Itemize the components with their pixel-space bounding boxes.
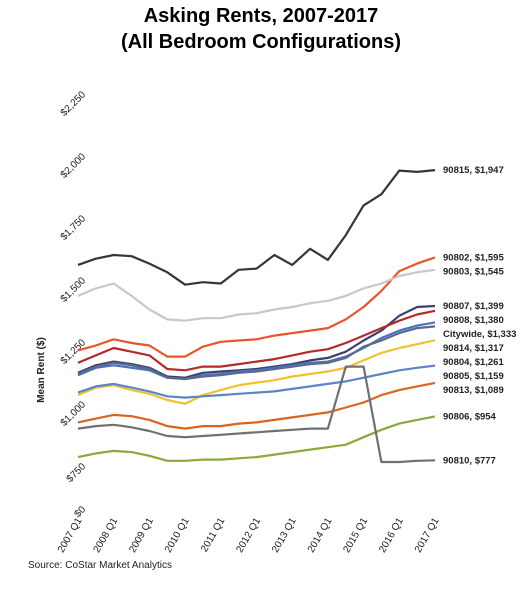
end-label: 90810, $777 xyxy=(443,455,496,466)
y-tick-label: $2,250 xyxy=(59,89,89,119)
y-tick-label: $1,000 xyxy=(59,399,89,429)
x-tick-label: 2008 Q1 xyxy=(92,516,121,555)
x-tick-label: 2012 Q1 xyxy=(234,516,263,555)
series-line xyxy=(77,364,436,399)
end-label: 90814, $1,317 xyxy=(443,343,504,354)
y-axis-label: Mean Rent ($) xyxy=(36,337,47,403)
series-line xyxy=(77,256,436,358)
y-tick-label: $1,500 xyxy=(59,275,89,305)
series-line xyxy=(77,381,436,430)
source-note: Source: CoStar Market Analytics xyxy=(28,560,172,571)
end-label: 90804, $1,261 xyxy=(443,357,504,368)
series-line xyxy=(77,304,436,379)
x-tick-label: 2014 Q1 xyxy=(306,516,335,555)
x-tick-label: 2010 Q1 xyxy=(163,516,192,555)
x-tick-label: 2015 Q1 xyxy=(341,516,370,555)
x-tick-label: 2013 Q1 xyxy=(270,516,299,555)
end-label: Citywide, $1,333 xyxy=(443,329,516,340)
end-label: 90806, $954 xyxy=(443,411,497,422)
series-line xyxy=(77,169,436,286)
series-line xyxy=(77,325,436,381)
x-tick-label: 2011 Q1 xyxy=(199,516,228,554)
y-tick-label: $1,250 xyxy=(59,337,89,367)
y-tick-label: $2,000 xyxy=(59,151,89,181)
end-label: 90802, $1,595 xyxy=(443,252,504,263)
series-line xyxy=(77,321,436,381)
series-line xyxy=(77,365,436,464)
chart-subtitle: (All Bedroom Configurations) xyxy=(121,31,401,53)
x-tick-label: 2009 Q1 xyxy=(127,516,156,555)
series-line xyxy=(77,339,436,405)
end-label: 90807, $1,399 xyxy=(443,301,504,312)
x-tick-label: 2016 Q1 xyxy=(377,516,406,555)
series-line xyxy=(77,309,436,372)
end-label: 90808, $1,380 xyxy=(443,315,504,326)
end-label: 90803, $1,545 xyxy=(443,266,504,277)
end-label: 90813, $1,089 xyxy=(443,385,504,396)
series-line xyxy=(77,268,436,322)
y-tick-label: $750 xyxy=(65,461,89,485)
y-tick-label: $1,750 xyxy=(59,213,89,243)
x-tick-label: 2007 Q1 xyxy=(56,516,85,555)
chart-title: Asking Rents, 2007-2017 xyxy=(144,5,379,27)
end-label: 90805, $1,159 xyxy=(443,371,504,382)
x-tick-label: 2017 Q1 xyxy=(413,516,442,555)
end-label: 90815, $1,947 xyxy=(443,165,504,176)
